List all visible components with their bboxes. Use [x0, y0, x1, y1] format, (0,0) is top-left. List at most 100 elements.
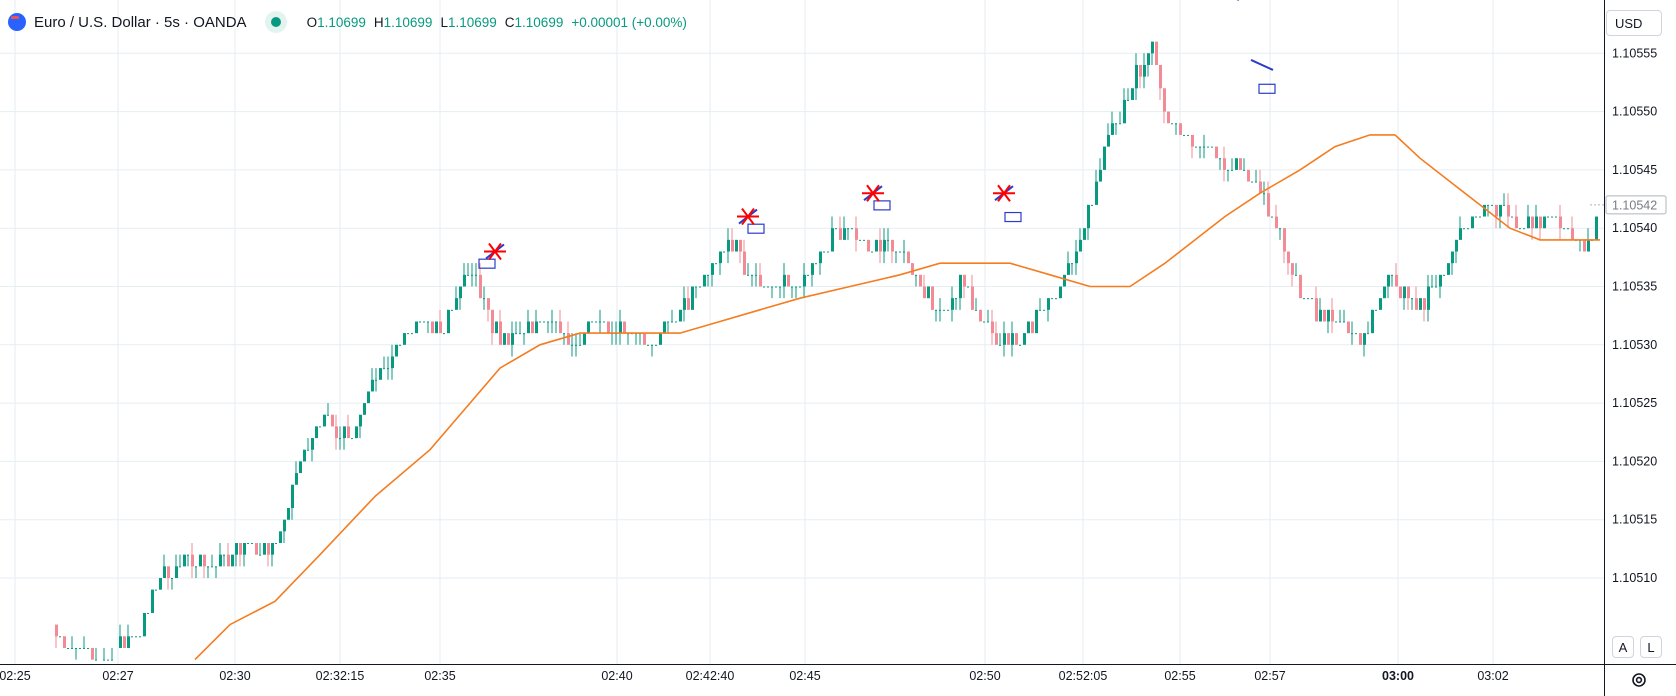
ohlc-values: O1.10699 H1.10699 L1.10699 C1.10699 +0.0…: [307, 15, 687, 30]
candle-body: [1191, 134, 1194, 147]
price-tick-label: 1.10510: [1612, 571, 1657, 585]
candle-body: [651, 344, 653, 346]
candle-body: [1243, 169, 1245, 171]
candle-body: [151, 589, 154, 613]
candle-body: [403, 333, 406, 345]
candle-body: [155, 589, 157, 591]
candle-body: [131, 636, 133, 638]
candle-body: [231, 554, 234, 567]
annotation-cross-red: [866, 184, 880, 202]
market-status-icon[interactable]: [264, 11, 287, 33]
candle-body: [931, 286, 934, 310]
candle-body: [1391, 274, 1393, 276]
candle-body: [1447, 263, 1450, 275]
currency-select[interactable]: USD: [1606, 10, 1662, 36]
price-tick-label: 1.10545: [1612, 163, 1657, 177]
candle-body: [1203, 146, 1205, 148]
high-label: H: [373, 14, 384, 30]
candle-body: [83, 647, 85, 649]
candle-body: [1483, 204, 1486, 217]
candle-body: [415, 321, 418, 334]
candle-body: [203, 554, 206, 567]
candle-body: [851, 228, 853, 230]
candle-body: [395, 344, 398, 357]
candle-body: [1179, 123, 1182, 135]
candle-body: [195, 566, 197, 568]
candle-body: [219, 554, 222, 567]
candle-body: [571, 344, 573, 346]
candle-body: [819, 251, 822, 264]
candle-body: [111, 659, 113, 661]
candle-body: [423, 321, 425, 323]
candle-body: [1255, 181, 1257, 183]
candle-body: [539, 321, 541, 323]
candle-body: [1459, 228, 1462, 240]
annotation-box: [747, 223, 765, 234]
candle-body: [1223, 158, 1226, 170]
candle-body: [999, 344, 1001, 346]
time-tick-label: 02:30: [219, 669, 250, 683]
candle-body: [979, 309, 982, 322]
candle-body: [803, 274, 806, 287]
time-tick-label: 02:32:15: [316, 669, 365, 683]
candle-body: [1275, 216, 1278, 229]
candle-body: [287, 508, 290, 520]
auto-scale-button[interactable]: A: [1612, 636, 1634, 658]
candle-body: [707, 274, 709, 276]
candle-body: [1115, 123, 1117, 125]
candle-body: [935, 309, 937, 311]
candle-body: [1587, 239, 1590, 252]
candle-body: [1003, 333, 1006, 345]
open-value: 1.10699: [317, 14, 366, 30]
price-tick-label: 1.10515: [1612, 513, 1657, 527]
candle-body: [71, 647, 73, 649]
candle-body: [787, 274, 790, 287]
high-value: 1.10699: [383, 14, 433, 30]
candle-body: [459, 286, 462, 299]
candle-body: [667, 321, 669, 323]
currency-pair-flag-icon: [8, 13, 26, 31]
candle-body: [643, 333, 646, 345]
open-label: O: [306, 14, 318, 30]
candle-body: [1371, 309, 1374, 334]
candle-body: [1011, 333, 1014, 345]
candle-body: [1175, 123, 1177, 125]
candle-body: [1491, 204, 1493, 206]
candle-body: [1151, 41, 1154, 54]
candle-body: [1023, 333, 1026, 345]
candle-body: [1123, 99, 1126, 124]
candle-body: [1015, 333, 1018, 345]
candle-body: [755, 274, 757, 276]
candle-body: [823, 251, 825, 253]
candle-body: [883, 239, 886, 252]
candle-body: [267, 543, 270, 555]
candle-body: [795, 286, 797, 288]
annotation-cross-red: [488, 242, 502, 261]
time-tick-label: 02:35: [424, 669, 455, 683]
candle-body: [1183, 134, 1185, 136]
time-tick-label: 02:55: [1164, 669, 1195, 683]
candle-body: [1111, 123, 1114, 135]
candle-body: [807, 274, 809, 276]
candle-body: [1543, 216, 1546, 229]
candle-body: [591, 321, 593, 323]
candle-body: [1247, 169, 1250, 182]
candle-body: [595, 321, 597, 323]
settings-gear-icon[interactable]: [1628, 669, 1650, 691]
candle-body: [827, 251, 829, 253]
candle-body: [1063, 274, 1066, 287]
candle-body: [811, 263, 814, 275]
candle-body: [1295, 274, 1297, 276]
candle-body: [499, 321, 502, 345]
candle-body: [963, 274, 966, 287]
candle-body: [223, 554, 225, 556]
current-price-tag: [1605, 195, 1667, 215]
candle-body: [399, 344, 401, 346]
candle-body: [175, 566, 178, 578]
candle-body: [1327, 309, 1330, 322]
log-scale-button[interactable]: L: [1640, 636, 1662, 658]
symbol-title[interactable]: Euro / U.S. Dollar · 5s · OANDA: [34, 13, 247, 31]
candle-body: [551, 321, 553, 323]
candle-body: [427, 321, 429, 323]
